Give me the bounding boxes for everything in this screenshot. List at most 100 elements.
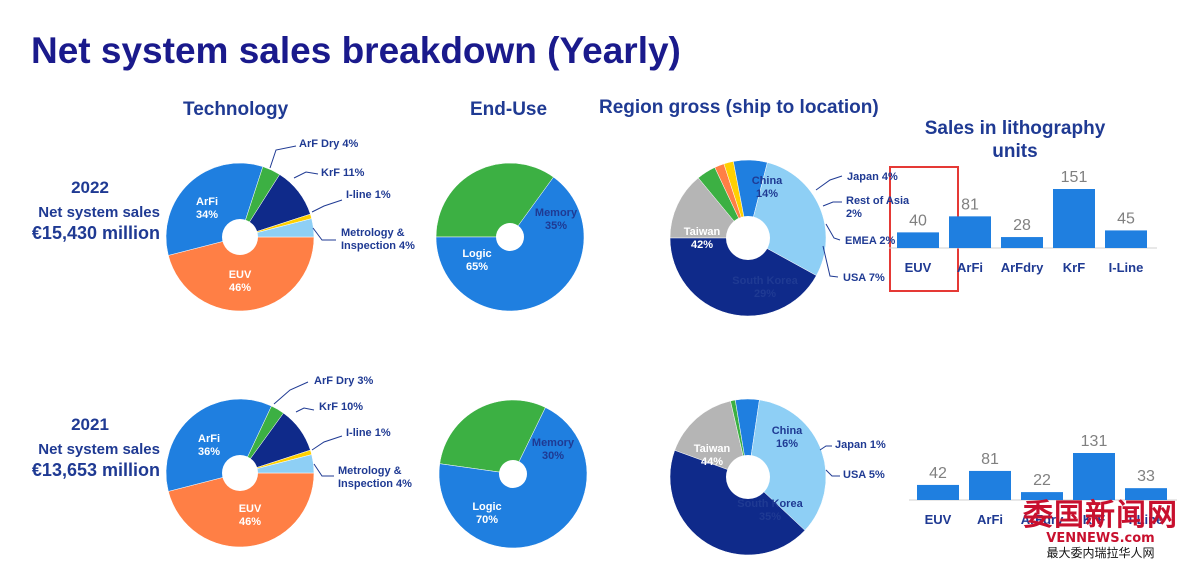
row-net-sales-label: Net system sales <box>38 204 160 221</box>
row-amount: €15,430 million <box>31 223 160 243</box>
slice-label-logic: Logic 65% <box>462 248 491 273</box>
slice-label-euv: EUV 46% <box>229 269 252 294</box>
bar-category-i-line: I-Line <box>1129 512 1164 527</box>
pie-hole <box>726 216 770 260</box>
slice-label-logic: Logic 70% <box>472 501 501 526</box>
bar-krf <box>1073 453 1115 500</box>
slice-label-euv: EUV 46% <box>239 503 262 528</box>
bar-euv <box>897 232 939 248</box>
bar-value-i-line: 33 <box>1137 468 1155 485</box>
bar-arfi <box>949 216 991 248</box>
column-header-lithography-units: Sales in lithography units <box>905 117 1125 163</box>
pie-hole <box>222 455 258 491</box>
watermark-subtitle: 最大委内瑞拉华人网 <box>1046 546 1155 560</box>
bar-i-line <box>1105 230 1147 248</box>
leader-line-emea <box>825 223 841 241</box>
bar-value-i-line: 45 <box>1117 210 1135 227</box>
leader-line-krf <box>293 171 319 179</box>
slice-label-taiwan: Taiwan 44% <box>694 443 731 468</box>
callout-label-metrology-inspection: Metrology & Inspection 4% <box>341 227 415 252</box>
bar-value-arfi: 81 <box>981 451 999 468</box>
pie-chart-end-use-2021: Memory 30% Logic 70% <box>438 399 588 549</box>
bar-value-krf: 131 <box>1081 433 1108 450</box>
callout-label-japan: Japan 1% <box>835 439 886 451</box>
bar-category-euv: EUV <box>905 260 932 275</box>
slice-label-china: China 16% <box>772 425 803 450</box>
pie-chart-technology-2022: EUV 46% ArFi 34% ArF Dry 4% KrF 11% I-line 1% M… <box>165 138 415 312</box>
slice-label-arfi: ArFi 36% <box>198 433 220 458</box>
pie-hole <box>222 219 258 255</box>
pie-chart-end-use-2022: Memory 35% Logic 65% <box>435 162 585 312</box>
watermark-domain: VENNEWS.com <box>1046 531 1155 546</box>
slice-label-memory: Memory 30% <box>532 437 575 462</box>
bar-value-euv: 42 <box>929 465 947 482</box>
pie-chart-technology-2021: EUV 46% ArFi 36% ArF Dry 3% KrF 10% I-line 1% M… <box>165 375 412 548</box>
leader-line-arf-dry <box>273 381 309 405</box>
bar-arfdry <box>1001 237 1043 248</box>
leader-line-i-line <box>311 199 343 213</box>
column-header-lithography-line2: units <box>992 141 1038 162</box>
slice-label-taiwan: Taiwan 42% <box>684 226 721 251</box>
pie-slice-metrology-inspection <box>239 454 315 474</box>
callout-label-i-line: I-line 1% <box>346 189 391 201</box>
callout-label-japan: Japan 4% <box>847 171 898 183</box>
leader-line-japan <box>819 445 832 451</box>
callout-label-rest-of-asia: Rest of Asia 2% <box>846 195 910 220</box>
bar-category-krf: KrF <box>1063 260 1085 275</box>
pie-chart-region-2021: China 16% Japan 1% USA 5% South Korea 35% Taiw… <box>669 398 886 556</box>
column-header-technology: Technology <box>183 99 289 120</box>
watermark-logo: 委国新闻网 VENNEWS.com 最大委内瑞拉华人网 <box>1018 498 1183 561</box>
pie-hole <box>726 455 770 499</box>
leader-line-i-line <box>311 435 343 451</box>
callout-label-i-line: I-line 1% <box>346 427 391 439</box>
column-header-region: Region gross (ship to location) <box>599 97 879 118</box>
slice-label-south-korea: South Korea 35% <box>737 498 803 523</box>
callout-label-usa: USA 5% <box>843 469 885 481</box>
leader-line-krf <box>295 407 315 413</box>
slice-label-memory: Memory 35% <box>535 207 578 232</box>
leader-line-rest-of-asia <box>822 201 842 207</box>
leader-line-metrology-inspection <box>313 463 334 477</box>
bar-category-arfi: ArFi <box>977 512 1003 527</box>
slice-label-china: China 14% <box>752 175 783 200</box>
callout-label-emea: EMEA 2% <box>845 235 896 247</box>
slice-label-arfi: ArFi 34% <box>196 196 218 221</box>
bar-category-euv: EUV <box>925 512 952 527</box>
pie-hole <box>499 460 527 488</box>
slice-label-south-korea: South Korea 29% <box>732 275 798 300</box>
bar-arfdry <box>1021 492 1063 500</box>
bar-category-arfdry: ArFdry <box>1001 260 1044 275</box>
pie-slice-metrology-inspection <box>239 218 315 238</box>
watermark-title: 委国新闻网 <box>1023 498 1178 533</box>
row-year: 2022 <box>71 178 109 197</box>
bar-value-krf: 151 <box>1061 169 1088 186</box>
callout-label-krf: KrF 10% <box>319 401 363 413</box>
pie-hole <box>496 223 524 251</box>
row-net-sales-label: Net system sales <box>38 441 160 458</box>
bar-category-krf: KrF <box>1083 512 1105 527</box>
leader-line-usa <box>825 469 840 477</box>
bar-category-arfdry: ArFdry <box>1021 512 1064 527</box>
page-title: Net system sales breakdown (Yearly) <box>31 30 681 71</box>
callout-label-metrology-inspection: Metrology & Inspection 4% <box>338 465 412 490</box>
bar-arfi <box>969 470 1011 500</box>
leader-line-metrology-inspection <box>312 227 336 241</box>
bar-value-arfdry: 22 <box>1033 472 1051 489</box>
callout-label-krf: KrF 11% <box>321 167 365 179</box>
row-amount: €13,653 million <box>31 460 160 480</box>
leader-line-usa <box>822 245 839 278</box>
callout-label-arf-dry: ArF Dry 4% <box>299 138 359 150</box>
bar-chart-lithography-2021: 42 EUV 81 ArFi 22 ArFdry 131 KrF 33 I-Line <box>909 433 1177 527</box>
callout-label-arf-dry: ArF Dry 3% <box>314 375 374 387</box>
bar-value-euv: 40 <box>909 212 927 229</box>
bar-value-arfi: 81 <box>961 196 979 213</box>
row-year: 2021 <box>71 415 109 434</box>
bar-value-arfdry: 28 <box>1013 217 1031 234</box>
row-label-2021: 2021 Net system sales €13,653 million <box>0 415 160 481</box>
column-header-lithography-line1: Sales in lithography <box>924 118 1106 139</box>
pie-chart-region-2022: China 14% Japan 4% Rest of Asia 2% EMEA 2% USA… <box>669 159 910 317</box>
callout-label-usa: USA 7% <box>843 272 885 284</box>
column-header-end-use: End-Use <box>470 99 548 120</box>
leader-line-arf-dry <box>269 145 297 169</box>
